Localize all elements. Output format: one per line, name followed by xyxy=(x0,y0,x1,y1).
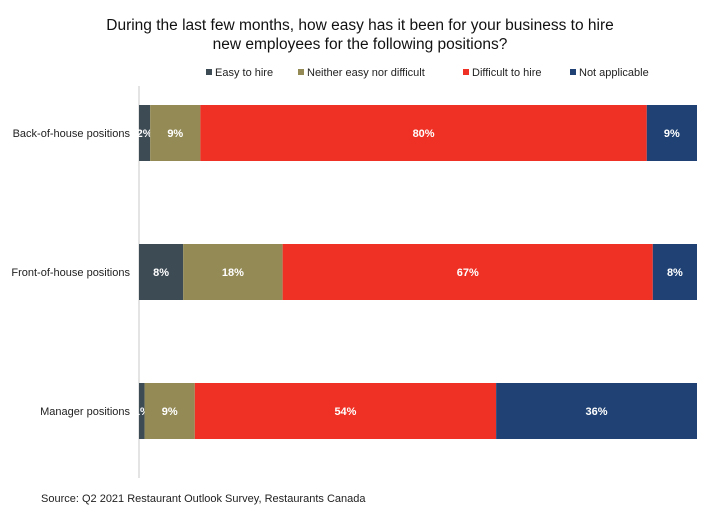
data-label-easy-to-hire: 2% xyxy=(137,128,153,140)
category-labels: Back-of-house positions Front-of-house po… xyxy=(11,128,130,418)
bar-segment-not-applicable xyxy=(652,244,697,300)
legend-item-difficult-to-hire: Difficult to hire xyxy=(463,67,542,79)
data-label-not-applicable: 9% xyxy=(664,128,680,140)
bar-segment-neither-easy-nor-difficult xyxy=(183,244,283,300)
bar-segment-difficult-to-hire xyxy=(282,244,653,300)
legend-label-easy-to-hire: Easy to hire xyxy=(215,67,273,79)
bar-segment-not-applicable xyxy=(646,105,697,161)
data-label-easy-to-hire: 8% xyxy=(153,267,169,279)
chart-legend: Easy to hire Neither easy nor difficult Di… xyxy=(206,67,649,79)
category-label-manager-positions: Manager positions xyxy=(40,406,130,418)
chart-title-line-2: new employees for the following position… xyxy=(213,36,508,53)
bar-segment-not-applicable xyxy=(496,383,697,439)
bar-segment-easy-to-hire xyxy=(139,244,184,300)
bar-row-manager-positions: 1% 9% 54% 36% xyxy=(134,383,697,439)
legend-swatch-easy-to-hire xyxy=(206,69,212,75)
bar-segment-neither-easy-nor-difficult xyxy=(150,105,201,161)
data-label-neither-easy-nor-difficult: 9% xyxy=(162,406,178,418)
data-label-not-applicable: 8% xyxy=(667,267,683,279)
data-label-difficult-to-hire: 67% xyxy=(457,267,479,279)
bar-segment-neither-easy-nor-difficult xyxy=(144,383,195,439)
data-label-difficult-to-hire: 54% xyxy=(334,406,356,418)
bar-segment-difficult-to-hire xyxy=(200,105,647,161)
data-label-neither-easy-nor-difficult: 18% xyxy=(222,267,244,279)
source-note: Source: Q2 2021 Restaurant Outlook Surve… xyxy=(41,493,366,505)
legend-label-difficult-to-hire: Difficult to hire xyxy=(472,67,542,79)
legend-swatch-difficult-to-hire xyxy=(463,69,469,75)
bar-area: 2% 9% 80% 9%8% 18% 67% 8%1% 9% 54% 36% xyxy=(134,105,697,439)
legend-swatch-not-applicable xyxy=(570,69,576,75)
bar-row-front-of-house-positions: 8% 18% 67% 8% xyxy=(139,244,697,300)
legend-label-neither-easy-nor-difficult: Neither easy nor difficult xyxy=(307,67,425,79)
bar-segment-easy-to-hire xyxy=(139,105,151,161)
data-label-difficult-to-hire: 80% xyxy=(413,128,435,140)
legend-item-neither-easy-nor-difficult: Neither easy nor difficult xyxy=(298,67,425,79)
bar-row-back-of-house-positions: 2% 9% 80% 9% xyxy=(137,105,697,161)
legend-label-not-applicable: Not applicable xyxy=(579,67,649,79)
bar-segment-difficult-to-hire xyxy=(194,383,497,439)
category-label-back-of-house-positions: Back-of-house positions xyxy=(13,128,131,140)
bar-segment-easy-to-hire xyxy=(139,383,145,439)
legend-item-easy-to-hire: Easy to hire xyxy=(206,67,273,79)
category-label-front-of-house-positions: Front-of-house positions xyxy=(11,267,130,279)
chart-title-line-1: During the last few months, how easy has… xyxy=(106,17,613,34)
chart-title: During the last few months, how easy has… xyxy=(106,17,613,53)
legend-item-not-applicable: Not applicable xyxy=(570,67,649,79)
data-label-neither-easy-nor-difficult: 9% xyxy=(167,128,183,140)
data-label-not-applicable: 36% xyxy=(586,406,608,418)
legend-swatch-neither-easy-nor-difficult xyxy=(298,69,304,75)
